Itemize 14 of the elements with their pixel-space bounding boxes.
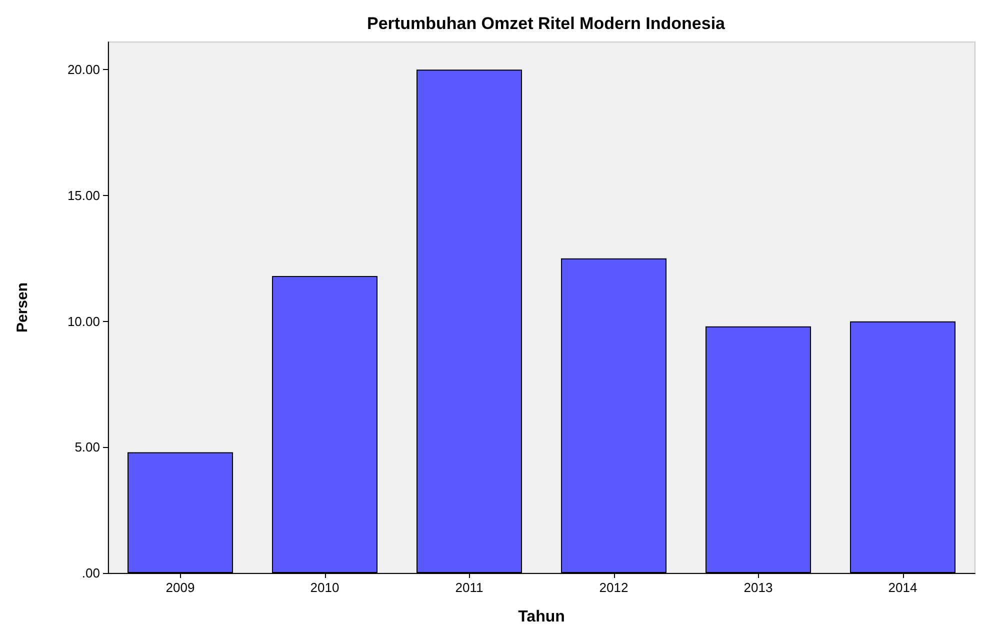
y-tick-label: 10.00: [67, 314, 100, 329]
x-axis-title: Tahun: [518, 608, 565, 626]
x-tick-label: 2014: [888, 580, 918, 595]
y-tick-label: 20.00: [67, 62, 100, 78]
x-tick-label: 2012: [599, 580, 628, 595]
y-tick-label: .00: [82, 566, 100, 580]
x-tick-label: 2010: [310, 580, 340, 595]
x-tick-label: 2011: [455, 580, 484, 595]
x-tick-label: 2009: [166, 580, 195, 595]
y-tick-label: 15.00: [67, 188, 100, 204]
y-axis-title: Persen: [14, 282, 31, 333]
x-tick-label: 2013: [744, 580, 773, 595]
y-tick-label: 5.00: [74, 440, 100, 455]
chart-title: Pertumbuhan Omzet Ritel Modern Indonesia: [367, 14, 726, 33]
